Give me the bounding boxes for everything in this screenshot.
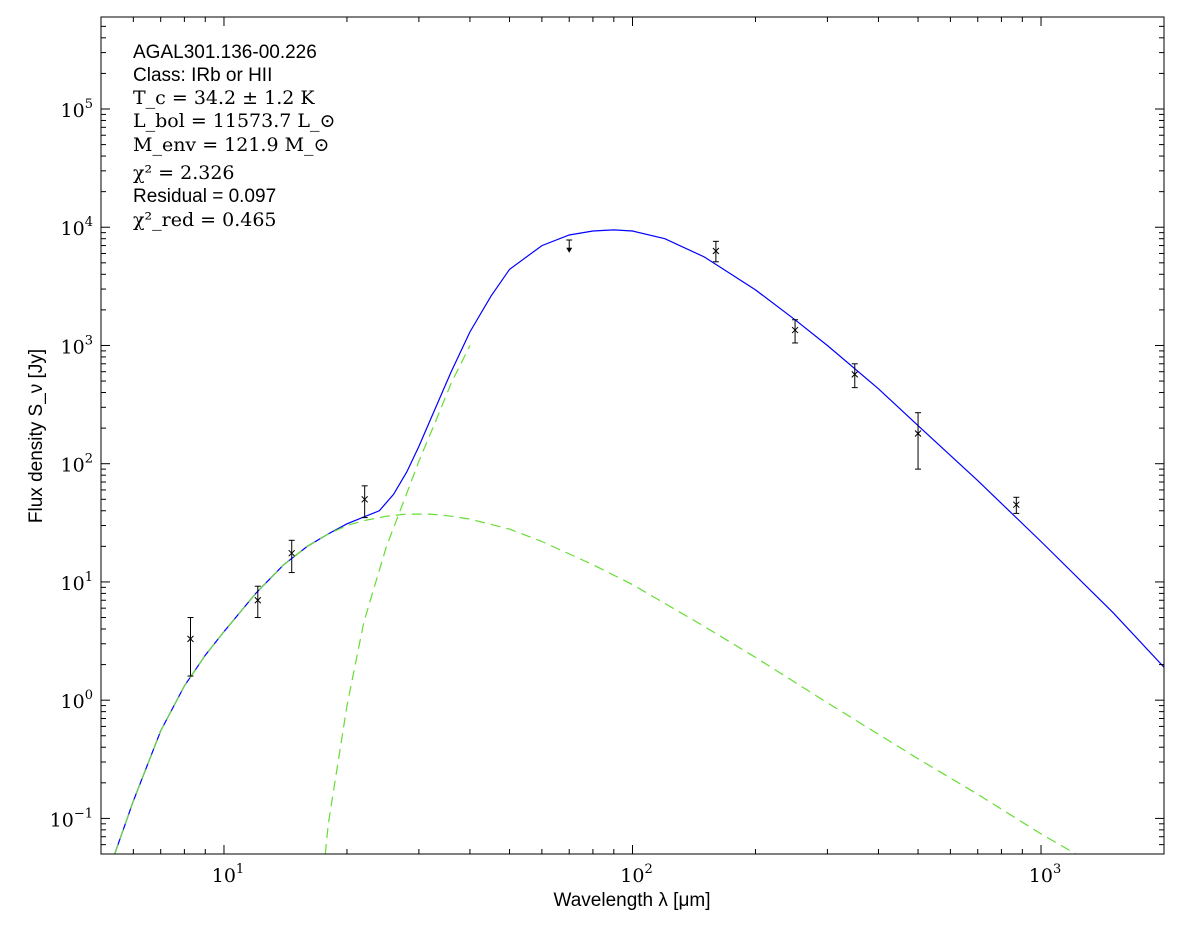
y-tick-label: 105 (61, 97, 93, 122)
y-tick-label: 102 (61, 452, 93, 477)
y-tick-label: 100 (61, 688, 93, 713)
x-axis-label: Wavelength λ [μm] (553, 890, 710, 911)
y-tick-label: 101 (61, 570, 93, 595)
upper-limit-point (566, 239, 573, 253)
luminosity-label: L_bol = 11573.7 L_⊙ (133, 110, 335, 132)
data-point (1012, 496, 1020, 514)
y-tick-label: 104 (61, 215, 93, 240)
data-point (288, 539, 296, 574)
temperature-label: T_c = 34.2 ± 1.2 K (133, 87, 315, 109)
data-point (187, 617, 194, 677)
data-point (254, 585, 262, 619)
residual-label: Residual = 0.097 (133, 186, 276, 207)
reduced-chi-squared-label: χ²_red = 0.465 (133, 209, 277, 231)
data-point (914, 412, 922, 470)
data-point (851, 363, 859, 389)
y-tick-label: 103 (61, 333, 93, 358)
envelope-mass-label: M_env = 121.9 M_⊙ (133, 134, 329, 156)
x-tick-label: 103 (1029, 862, 1061, 887)
y-axis-label: Flux density S_ν [Jy] (26, 349, 47, 523)
component-curve-2 (324, 345, 471, 854)
source-class: Class: IRb or HII (133, 65, 272, 86)
x-tick-label: 102 (620, 862, 652, 887)
total-fit-curve (114, 229, 1164, 854)
source-name: AGAL301.136-00.226 (133, 42, 317, 63)
data-point (791, 319, 799, 344)
data-point (712, 240, 720, 263)
fit-annotations: AGAL301.136-00.226 Class: IRb or HII T_c… (133, 42, 335, 231)
chi-squared-label: χ² = 2.326 (133, 162, 235, 184)
data-point (361, 485, 369, 519)
component-curve-1 (114, 513, 1078, 854)
y-tick-label: 10−1 (50, 806, 93, 831)
x-tick-label: 101 (212, 862, 244, 887)
